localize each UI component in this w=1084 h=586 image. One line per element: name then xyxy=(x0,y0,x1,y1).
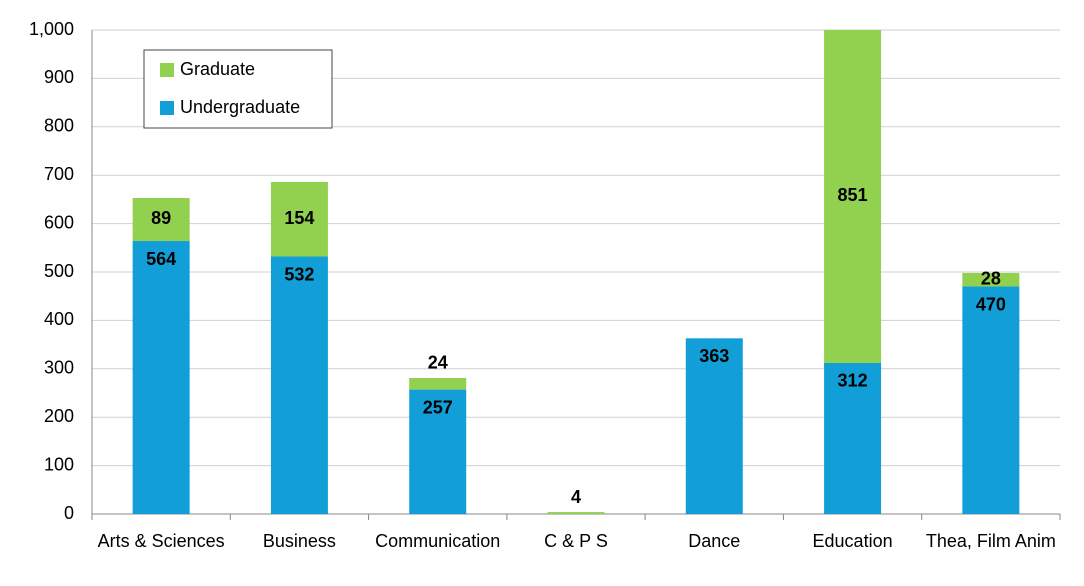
bars xyxy=(132,30,1020,515)
legend-swatch xyxy=(160,101,174,115)
x-tick-label: C & P S xyxy=(544,531,608,551)
x-tick-label: Communication xyxy=(375,531,500,551)
y-tick-label: 800 xyxy=(44,116,74,136)
data-label: 564 xyxy=(146,249,176,269)
y-tick-label: 500 xyxy=(44,261,74,281)
y-tick-label: 700 xyxy=(44,164,74,184)
y-tick-label: 200 xyxy=(44,406,74,426)
y-tick-label: 600 xyxy=(44,212,74,232)
bar-segment xyxy=(132,241,190,515)
legend-box xyxy=(143,49,333,129)
bar-segment xyxy=(270,181,328,257)
labels: 0 100 200 300 400 500 600 700 800 900 1,000 Arts & … xyxy=(29,19,1056,551)
x-tick-label: Dance xyxy=(688,531,740,551)
bar-segment xyxy=(270,256,328,514)
bar-segment xyxy=(685,338,743,514)
legend-swatch xyxy=(160,63,174,77)
bar-segment xyxy=(409,377,467,390)
legend: Graduate Undergraduate xyxy=(143,49,333,129)
y-tick-label: 400 xyxy=(44,309,74,329)
x-tick-label: Thea, Film Anim xyxy=(926,531,1056,551)
y-tick-label: 900 xyxy=(44,67,74,87)
data-label: 89 xyxy=(151,208,171,228)
bar-segment xyxy=(132,197,190,242)
data-label: 470 xyxy=(976,294,1006,314)
data-label: 851 xyxy=(838,185,868,205)
data-label: 257 xyxy=(423,397,453,417)
bar-segment xyxy=(409,389,467,514)
data-label: 4 xyxy=(571,487,581,507)
data-label: 363 xyxy=(699,346,729,366)
y-tick-label: 1,000 xyxy=(29,19,74,39)
x-tick-label: Arts & Sciences xyxy=(98,531,225,551)
y-tick-label: 0 xyxy=(64,503,74,523)
bar-segment xyxy=(962,286,1020,514)
data-label: 312 xyxy=(838,371,868,391)
data-label: 24 xyxy=(428,353,448,373)
data-label: 28 xyxy=(981,268,1001,288)
data-label: 532 xyxy=(284,264,314,284)
x-tick-label: Business xyxy=(263,531,336,551)
x-tick-label: Education xyxy=(813,531,893,551)
data-label: 154 xyxy=(284,208,314,228)
y-tick-label: 300 xyxy=(44,358,74,378)
bar-segment xyxy=(824,362,882,514)
bar-segment xyxy=(824,30,882,363)
bar-segment xyxy=(962,272,1020,287)
grid xyxy=(91,29,1061,520)
y-tick-label: 100 xyxy=(44,454,74,474)
legend-label: Undergraduate xyxy=(180,97,300,117)
legend-label: Graduate xyxy=(180,59,255,79)
bar-segment xyxy=(547,512,605,514)
